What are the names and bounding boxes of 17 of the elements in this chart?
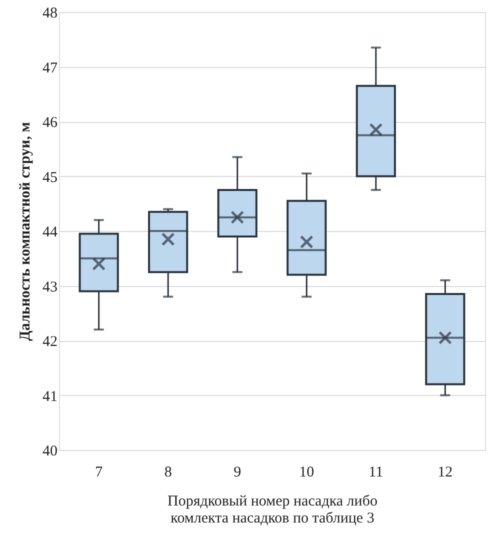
y-tick-label: 47: [42, 60, 58, 76]
y-tick-label: 40: [42, 444, 58, 460]
y-axis-title: Дальность компактной струи, м: [18, 122, 34, 341]
x-tick-label: 8: [164, 464, 172, 480]
y-tick-label: 44: [42, 224, 58, 240]
x-tick-label: 10: [299, 464, 314, 480]
x-axis-title: Порядковый номер насадка либо комлекта насадков по таблице 3: [168, 494, 378, 526]
x-tick-label: 7: [95, 464, 104, 480]
y-tick-label: 41: [42, 388, 58, 405]
y-tick-label: 46: [42, 115, 58, 131]
x-tick-label: 11: [368, 464, 384, 480]
y-tick-label: 48: [42, 6, 58, 22]
y-tick-label: 43: [42, 279, 58, 296]
x-tick-label: 12: [438, 464, 453, 480]
x-tick-label: 9: [234, 464, 242, 480]
y-tick-label: 45: [42, 170, 58, 186]
y-tick-label: 42: [42, 334, 58, 350]
